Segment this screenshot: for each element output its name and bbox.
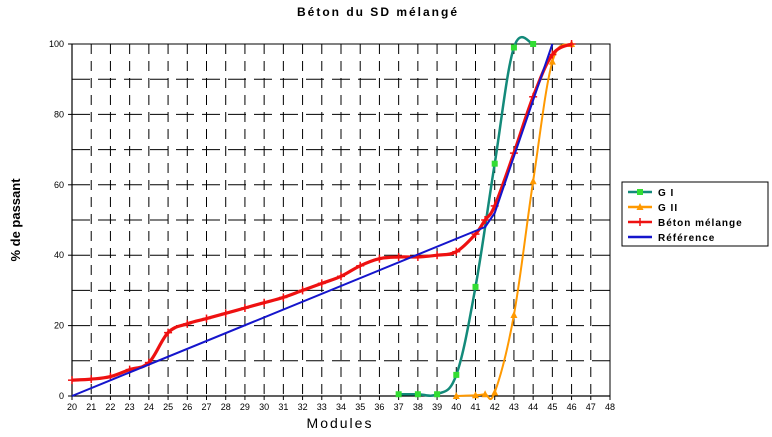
legend-item: Béton mélange <box>628 218 743 229</box>
legend-label: Béton mélange <box>658 218 743 229</box>
y-axis-label: % de passant <box>8 178 23 262</box>
y-tick-labels: 0 20 40 60 80 100 <box>49 39 72 401</box>
chart-title: Béton du SD mélangé <box>297 5 459 19</box>
data-point-triangle <box>472 391 479 399</box>
x-tick-label: 34 <box>336 402 346 412</box>
series-line <box>71 43 554 397</box>
data-point-triangle <box>452 392 460 399</box>
data-point-square <box>414 391 421 398</box>
x-tick-label: 27 <box>201 402 211 412</box>
data-point-triangle <box>636 203 644 210</box>
x-tick-label: 38 <box>413 402 423 412</box>
x-tick-label: 43 <box>509 402 519 412</box>
series-group <box>68 35 576 401</box>
x-tick-label: 29 <box>240 402 250 412</box>
x-tick-label: 45 <box>547 402 557 412</box>
legend-item: G II <box>628 203 678 214</box>
x-axis-label: Modules <box>307 415 374 431</box>
x-tick-label: 40 <box>451 402 461 412</box>
x-tick-label: 42 <box>490 402 500 412</box>
y-tick-label: 20 <box>54 321 64 331</box>
x-tick-label: 41 <box>470 402 480 412</box>
series-line <box>71 42 573 382</box>
data-point-square <box>491 160 498 167</box>
x-tick-label: 26 <box>182 402 192 412</box>
legend-label: Référence <box>658 233 715 244</box>
x-tick-label: 47 <box>586 402 596 412</box>
legend-label: G II <box>658 203 678 214</box>
legend-item: G I <box>628 188 674 199</box>
series-line <box>398 35 534 397</box>
data-point-triangle <box>510 311 518 319</box>
data-point-square <box>510 44 517 51</box>
x-tick-label: 31 <box>278 402 288 412</box>
x-tick-label: 36 <box>374 402 384 412</box>
y-tick-label: 60 <box>54 180 64 190</box>
series-3 <box>71 43 554 397</box>
x-tick-label: 33 <box>317 402 327 412</box>
data-point-square <box>530 41 537 47</box>
x-tick-label: 32 <box>298 402 308 412</box>
data-point-square <box>434 391 441 398</box>
x-tick-label: 46 <box>567 402 577 412</box>
x-tick-label: 30 <box>259 402 269 412</box>
data-point-triangle <box>481 390 489 398</box>
x-tick-label: 39 <box>432 402 442 412</box>
legend: G I G II Béton mélange Référence <box>621 181 769 247</box>
y-tick-label: 80 <box>54 109 64 119</box>
data-point-triangle <box>529 177 537 185</box>
grid-lines <box>72 44 610 396</box>
x-tick-label: 24 <box>144 402 154 412</box>
series-0 <box>395 35 537 398</box>
x-tick-label: 23 <box>125 402 135 412</box>
series-1 <box>452 40 576 401</box>
data-point-triangle <box>548 57 556 65</box>
x-tick-label: 21 <box>86 402 96 412</box>
data-point-square <box>637 189 643 195</box>
x-tick-label: 28 <box>221 402 231 412</box>
x-tick-label: 37 <box>394 402 404 412</box>
x-tick-label: 25 <box>163 402 173 412</box>
series-line <box>456 43 573 401</box>
legend-item: Référence <box>628 233 715 244</box>
data-point-square <box>453 371 460 378</box>
x-tick-label: 35 <box>355 402 365 412</box>
data-point-square <box>395 391 402 398</box>
data-point-triangle <box>491 388 499 396</box>
x-tick-label: 44 <box>528 402 538 412</box>
legend-label: G I <box>658 188 674 199</box>
data-point-square <box>472 283 479 290</box>
y-tick-label: 0 <box>59 391 64 401</box>
y-tick-label: 100 <box>49 39 64 49</box>
x-tick-label: 48 <box>605 402 615 412</box>
y-tick-label: 40 <box>54 250 64 260</box>
x-tick-label: 22 <box>105 402 115 412</box>
x-tick-labels: 20 21 22 23 24 25 26 27 28 29 30 31 32 33 34 35 36 37 38 39… <box>67 396 615 412</box>
x-tick-label: 20 <box>67 402 77 412</box>
